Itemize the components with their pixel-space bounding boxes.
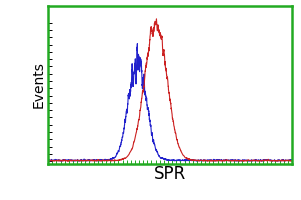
X-axis label: SPR: SPR	[154, 165, 186, 183]
Y-axis label: Events: Events	[31, 62, 45, 108]
